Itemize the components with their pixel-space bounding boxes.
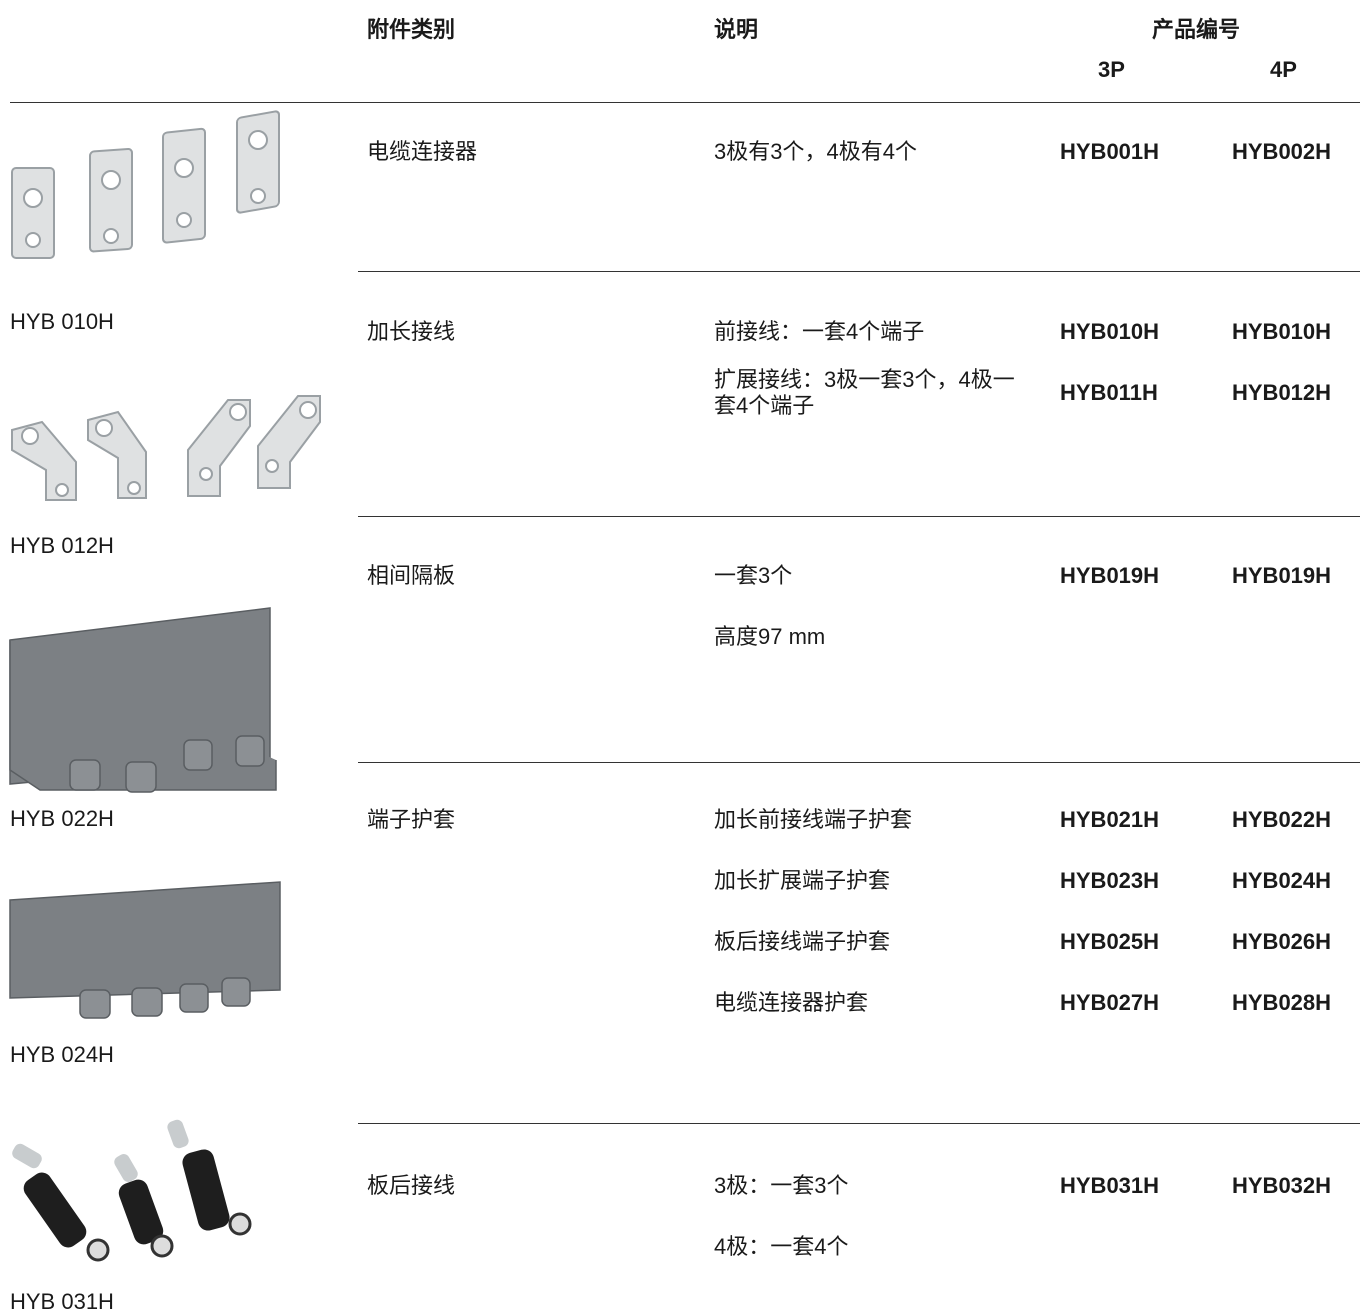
code-4p: HYB032H: [1232, 1173, 1332, 1198]
description: 3极有3个，4极有4个: [714, 139, 917, 164]
image-caption: HYB 012H: [10, 533, 114, 558]
description: 加长扩展端子护套: [714, 868, 891, 893]
code-3p: HYB031H: [1060, 1173, 1160, 1198]
extension-terminals: [11, 395, 321, 501]
code-3p: HYB025H: [1060, 929, 1160, 954]
description: 加长前接线端子护套: [714, 807, 913, 832]
header-rule: [10, 102, 1360, 103]
description: 电缆连接器护套: [714, 990, 869, 1015]
header-4p: 4P: [1270, 57, 1297, 82]
code-3p: HYB019H: [1060, 563, 1160, 588]
category: 加长接线: [367, 319, 456, 344]
image-caption: HYB 031H: [10, 1289, 114, 1314]
code-4p: HYB026H: [1232, 929, 1332, 954]
image-caption: HYB 024H: [10, 1042, 114, 1067]
code-4p: HYB019H: [1232, 563, 1332, 588]
description: 高度97 mm: [714, 624, 826, 649]
code-3p: HYB027H: [1060, 990, 1160, 1015]
description: 扩展接线：3极一套3个，4极一套4个端子: [714, 367, 1015, 418]
phase-barrier: [9, 607, 277, 793]
category: 板后接线: [367, 1173, 456, 1198]
code-3p: HYB021H: [1060, 807, 1160, 832]
cable-connectors: [11, 110, 280, 259]
category: 端子护套: [367, 807, 456, 832]
category: 电缆连接器: [367, 139, 478, 164]
code-4p: HYB010H: [1232, 319, 1332, 344]
code-4p: HYB024H: [1232, 868, 1332, 893]
header-3p: 3P: [1098, 57, 1125, 82]
image-caption: HYB 010H: [10, 309, 114, 334]
row-rule: [358, 762, 1360, 763]
row-rule: [358, 1123, 1360, 1124]
header-description: 说明: [714, 17, 759, 42]
code-4p: HYB002H: [1232, 139, 1332, 164]
code-4p: HYB022H: [1232, 807, 1332, 832]
description: 板后接线端子护套: [714, 929, 891, 954]
description: 一套3个: [714, 563, 793, 588]
row-rule: [358, 516, 1360, 517]
row-rule: [358, 271, 1360, 272]
code-4p: HYB012H: [1232, 380, 1332, 405]
code-3p: HYB001H: [1060, 139, 1160, 164]
header-category: 附件类别: [367, 17, 456, 42]
category: 相间隔板: [367, 563, 456, 588]
description: 4极：一套4个: [714, 1234, 849, 1259]
terminal-cover: [9, 881, 281, 1019]
image-caption: HYB 022H: [10, 806, 114, 831]
header-product-code: 产品编号: [1152, 17, 1241, 42]
code-3p: HYB023H: [1060, 868, 1160, 893]
product-images: [9, 110, 321, 1262]
rear-terminals: [12, 1119, 252, 1262]
code-4p: HYB028H: [1232, 990, 1332, 1015]
code-3p: HYB010H: [1060, 319, 1160, 344]
code-3p: HYB011H: [1060, 380, 1158, 405]
description: 前接线：一套4个端子: [714, 319, 925, 344]
description: 3极：一套3个: [714, 1173, 849, 1198]
